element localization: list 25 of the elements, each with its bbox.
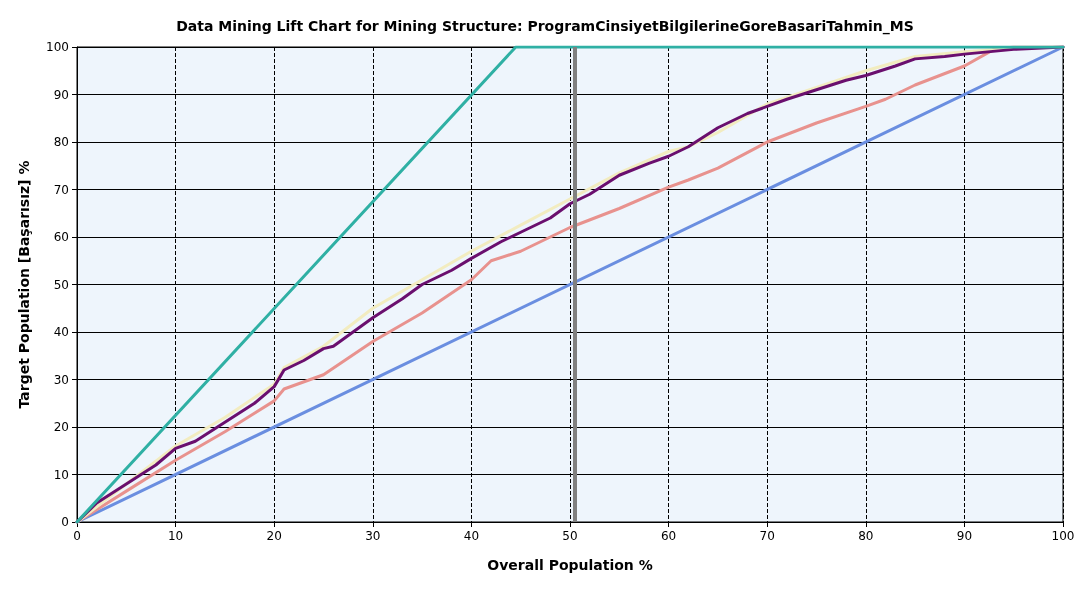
x-tick-label: 70 (759, 529, 775, 543)
y-tick-label: 90 (53, 87, 69, 102)
x-tick-label: 50 (562, 529, 578, 543)
y-tick-label: 80 (53, 135, 69, 149)
y-tick-label: 0 (61, 515, 69, 529)
x-tick-label: 10 (167, 529, 184, 543)
y-tick-label: 70 (53, 182, 69, 197)
y-tick-label: 40 (53, 325, 69, 339)
y-tick-label: 30 (53, 372, 69, 387)
y-tick-label: 10 (53, 467, 69, 482)
y-tick-label: 20 (53, 420, 69, 434)
y-axis-title: Target Population [Başarısız] % (16, 160, 32, 409)
x-tick-label: 80 (858, 529, 874, 543)
x-tick-label: 40 (463, 529, 480, 543)
x-tick-label: 90 (956, 529, 973, 543)
y-tick-label: 60 (53, 230, 69, 244)
y-tick-label: 100 (46, 40, 69, 54)
x-tick-label: 60 (660, 529, 677, 543)
x-tick-label: 100 (1051, 529, 1075, 543)
y-tick-label: 50 (53, 277, 69, 292)
x-tick-label: 30 (365, 529, 381, 543)
x-tick-label: 0 (73, 529, 81, 543)
x-tick-label: 20 (266, 529, 282, 543)
x-axis-title: Overall Population % (487, 557, 653, 573)
chart-title: Data Mining Lift Chart for Mining Structure: ProgramCinsiyetBilgilerineGoreBasariTahmin_MS (176, 18, 914, 35)
